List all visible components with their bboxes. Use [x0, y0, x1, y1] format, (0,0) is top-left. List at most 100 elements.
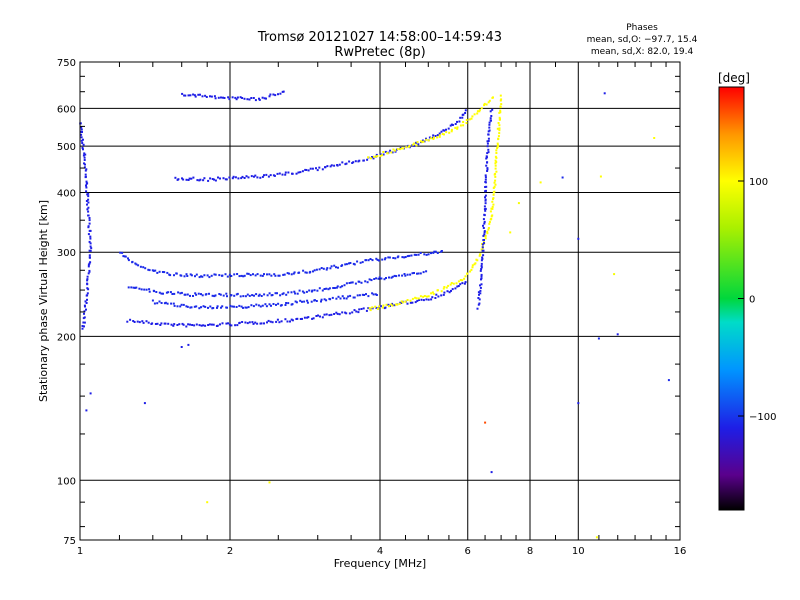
echo-point [274, 94, 277, 97]
echo-point [370, 157, 372, 160]
echo-point [459, 283, 462, 286]
echo-point [82, 154, 85, 157]
echo-point [307, 169, 310, 172]
echo-point [335, 286, 338, 289]
echo-point [132, 286, 135, 289]
echo-point [431, 136, 434, 139]
echo-point [164, 301, 167, 304]
echo-point [165, 291, 168, 294]
scatter-point [539, 181, 542, 184]
echo-point [229, 304, 232, 307]
echo-point [485, 103, 488, 106]
scatter-point [603, 92, 606, 95]
echo-point [479, 284, 481, 287]
echo-point [293, 271, 296, 274]
echo-point [482, 224, 484, 227]
echo-point [159, 324, 162, 326]
echo-point [484, 234, 487, 237]
echo-point [489, 117, 492, 120]
echo-point [216, 305, 219, 308]
echo-point [417, 297, 420, 300]
echo-point [381, 154, 384, 157]
echo-point [483, 205, 486, 208]
echo-point [458, 120, 461, 123]
echo-point [201, 275, 204, 278]
echo-point [482, 249, 485, 252]
echo-point [80, 128, 83, 131]
echo-point [404, 274, 407, 277]
echo-point [145, 320, 148, 323]
echo-point [392, 257, 395, 259]
echo-point [485, 164, 488, 167]
echo-point [88, 256, 91, 259]
echo-point [208, 276, 211, 279]
echo-point [265, 305, 268, 308]
echo-point [308, 289, 311, 292]
echo-point [430, 137, 433, 140]
plot-grid [80, 62, 680, 540]
echo-point [406, 302, 409, 305]
echo-point [380, 277, 383, 280]
echo-point [494, 164, 497, 167]
echo-point [448, 131, 451, 134]
plot-data [79, 90, 670, 539]
echo-point [492, 203, 495, 206]
echo-point [326, 267, 329, 270]
echo-point [190, 306, 193, 309]
echo-point [491, 205, 494, 208]
echo-point [193, 305, 196, 308]
echo-point [132, 320, 135, 322]
echo-point [483, 102, 486, 105]
echo-point [87, 210, 90, 213]
x-tick-label: 6 [465, 546, 471, 557]
scatter-point [509, 231, 512, 234]
echo-point [285, 293, 288, 296]
echo-point [376, 307, 379, 310]
echo-point [225, 322, 228, 325]
echo-point [495, 152, 498, 154]
echo-point [432, 292, 435, 295]
echo-point [488, 123, 491, 126]
echo-point [316, 169, 319, 172]
echo-point [152, 269, 155, 272]
echo-point [396, 303, 399, 306]
echo-point [246, 272, 249, 275]
echo-point [406, 273, 409, 276]
echo-point [274, 274, 277, 277]
scatter-point [561, 176, 564, 179]
echo-point [254, 321, 257, 324]
echo-point [421, 141, 424, 144]
echo-point [482, 218, 485, 221]
echo-point [473, 113, 476, 116]
echo-point [204, 324, 207, 327]
echo-point [383, 278, 386, 281]
echo-point [85, 180, 88, 183]
echo-point [278, 321, 281, 324]
echo-point [367, 295, 370, 298]
echo-point [338, 163, 341, 166]
echo-point [85, 182, 88, 185]
echo-point [231, 177, 234, 180]
echo-point [251, 294, 254, 297]
echo-point [245, 175, 248, 178]
echo-point [185, 178, 188, 181]
echo-point [411, 272, 414, 275]
echo-point [375, 277, 378, 280]
echo-point [498, 129, 501, 132]
echo-point [194, 275, 196, 278]
echo-point [450, 128, 453, 131]
echo-point [430, 298, 433, 301]
echo-point [422, 140, 425, 143]
y-tick-label: 400 [57, 188, 76, 199]
echo-point [250, 175, 253, 178]
echo-point [190, 274, 193, 277]
echo-point [377, 277, 380, 280]
echo-point [440, 130, 443, 133]
echo-point [194, 95, 197, 98]
echo-point [213, 273, 216, 276]
echo-point [491, 200, 494, 203]
echo-point [213, 95, 216, 98]
echo-point [480, 248, 483, 251]
echo-point [88, 254, 91, 257]
